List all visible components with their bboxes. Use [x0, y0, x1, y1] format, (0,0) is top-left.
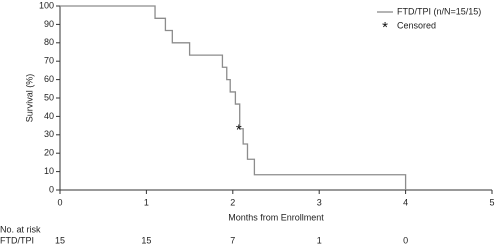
risk-value: 0	[403, 235, 408, 245]
x-axis-label: Months from Enrollment	[228, 212, 324, 222]
x-tick-label: 4	[403, 197, 408, 207]
y-tick-label: 80	[44, 37, 54, 47]
y-tick-label: 0	[49, 184, 54, 194]
x-tick-label: 1	[144, 197, 149, 207]
y-tick-label: 70	[44, 56, 54, 66]
y-axis-label: Survival (%)	[24, 74, 34, 123]
risk-value: 7	[230, 235, 235, 245]
y-tick-label: 60	[44, 74, 54, 84]
x-tick-label: 3	[317, 197, 322, 207]
survival-line	[60, 5, 407, 190]
y-tick-label: 30	[44, 129, 54, 139]
y-tick-label: 50	[44, 92, 54, 102]
x-tick-label: 5	[489, 197, 494, 207]
y-tick-label: 20	[44, 148, 54, 158]
risk-row-label: FTD/TPI	[0, 235, 34, 245]
legend-label: Censored	[397, 20, 436, 30]
risk-title: No. at risk	[0, 224, 41, 234]
legend-marker: *	[382, 19, 388, 36]
x-tick-label: 2	[230, 197, 235, 207]
risk-value: 15	[55, 235, 65, 245]
y-tick-label: 40	[44, 111, 54, 121]
risk-value: 15	[141, 235, 151, 245]
y-tick-label: 100	[39, 0, 54, 10]
risk-value: 1	[317, 235, 322, 245]
y-tick-label: 90	[44, 19, 54, 29]
censor-mark: *	[236, 122, 242, 139]
y-tick-label: 10	[44, 166, 54, 176]
legend-label: FTD/TPI (n/N=15/15)	[397, 6, 481, 16]
x-tick-label: 0	[57, 197, 62, 207]
